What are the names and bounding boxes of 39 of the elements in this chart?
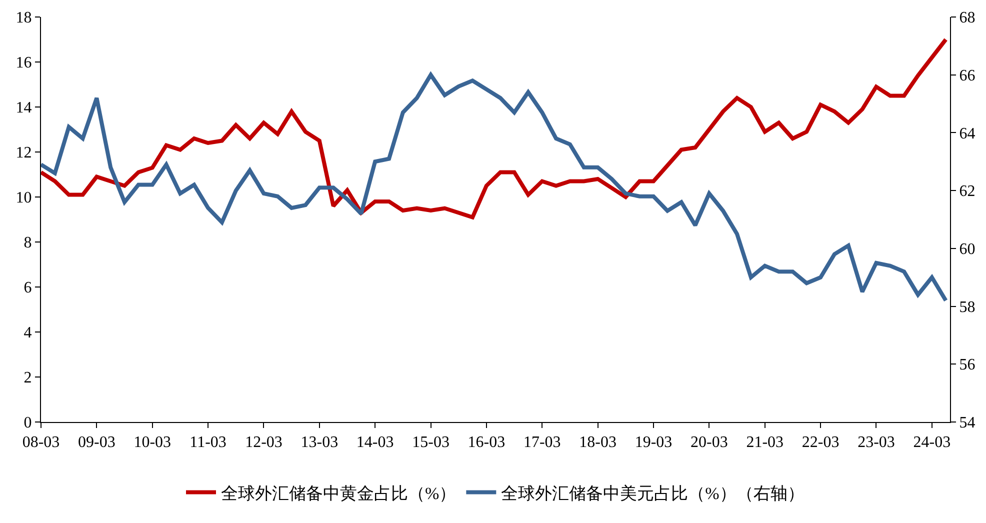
- line-series: [41, 38, 948, 220]
- y2-tick-label: 54: [959, 414, 976, 432]
- x-tick-label: 18-03: [579, 434, 616, 452]
- legend-label: 全球外汇储备中美元占比（%）（右轴）: [501, 484, 804, 503]
- y-tick-label: 8: [24, 234, 32, 252]
- y-tick-label: 16: [16, 54, 32, 72]
- y2-tick-label: 64: [959, 125, 976, 142]
- x-tick-label: 11-03: [190, 434, 226, 452]
- legend-label: 全球外汇储备中黄金占比（%）: [221, 484, 456, 503]
- x-tick-label: 17-03: [523, 434, 561, 452]
- x-tick-label: 08-03: [22, 434, 60, 452]
- y-tick-label: 0: [24, 414, 32, 432]
- x-tick-label: 23-03: [858, 434, 895, 452]
- x-tick-label: 24-03: [913, 434, 951, 452]
- x-tick-label: 19-03: [634, 434, 672, 452]
- y-tick-label: 2: [24, 370, 32, 387]
- y2-tick-label: 58: [959, 298, 976, 316]
- y2-tick-label: 60: [959, 241, 976, 258]
- x-tick-label: 16-03: [468, 434, 506, 452]
- x-tick-label: 13-03: [300, 434, 338, 452]
- y-tick-label: 6: [24, 280, 32, 297]
- y2-tick-label: 66: [959, 67, 976, 84]
- y-tick-label: 12: [16, 144, 32, 162]
- y-tick-label: 18: [16, 10, 32, 27]
- y-tick-label: 14: [16, 100, 32, 117]
- x-tick-label: 09-03: [78, 434, 116, 452]
- y2-tick-label: 62: [959, 183, 976, 200]
- line-series: [41, 72, 948, 302]
- x-tick-label: 20-03: [690, 434, 728, 452]
- x-tick-label: 21-03: [746, 434, 784, 452]
- x-tick-label: 15-03: [412, 434, 450, 452]
- x-tick-label: 22-03: [802, 434, 840, 452]
- x-tick-label: 10-03: [134, 434, 172, 452]
- y2-tick-label: 56: [959, 356, 976, 374]
- y-tick-label: 10: [16, 190, 32, 207]
- y2-tick-label: 68: [959, 10, 976, 27]
- y-tick-label: 4: [24, 324, 32, 342]
- x-tick-label: 12-03: [245, 434, 282, 452]
- x-tick-label: 14-03: [356, 434, 394, 452]
